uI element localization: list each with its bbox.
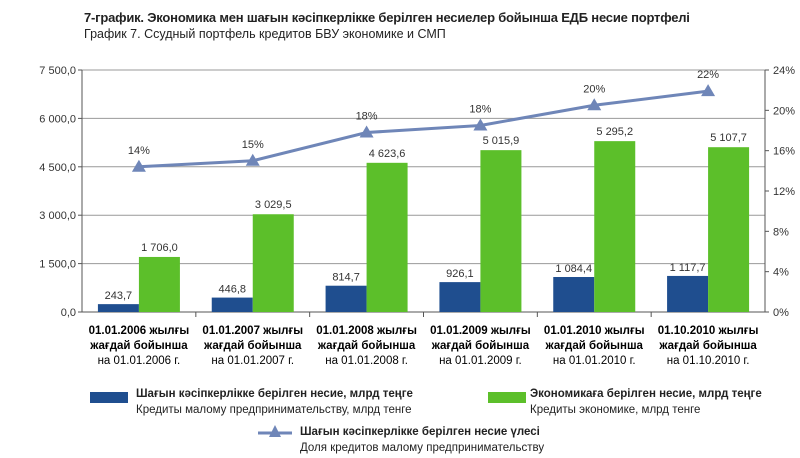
share-label: 22%: [697, 69, 719, 81]
bar-label: 1 117,7: [670, 262, 706, 274]
legend-label-kz: Шағын кәсіпкерлікке берілген несие үлесі: [300, 426, 540, 438]
bar-small-business: [667, 275, 709, 312]
bar-small-business: [97, 304, 139, 312]
chart-subtitle: График 7. Ссудный портфель кредитов БВУ …: [84, 27, 446, 41]
x-label-ru: на 01.01.2006 г.: [98, 355, 181, 367]
legend-label-kz: Шағын кәсіпкерлікке берілген несие, млрд…: [136, 388, 413, 400]
legend-label-ru: Кредиты малому предпринимательству, млрд…: [136, 404, 412, 416]
bar-economy: [480, 150, 522, 312]
x-label-kz: 01.01.2010 жылғы: [544, 325, 645, 337]
legend-swatch-small-business: [90, 392, 128, 403]
share-label: 18%: [356, 111, 378, 123]
share-label: 14%: [128, 145, 150, 157]
chart-area: 0,0 1 500,0 3 000,0 4 500,0 6 000,0 7 500,0 0%…: [39, 65, 795, 367]
y-tick-label: 0,0: [61, 307, 76, 319]
x-label-ru: на 01.01.2010 г.: [553, 355, 636, 367]
x-label-kz2: жағдай бойынша: [658, 340, 757, 352]
bar-label: 814,7: [332, 272, 360, 284]
bar-small-business: [553, 277, 595, 312]
x-label-kz2: жағдай бойынша: [203, 340, 302, 352]
share-point: [587, 98, 602, 111]
share-point: [245, 153, 260, 166]
x-label-kz2: жағдай бойынша: [545, 340, 644, 352]
x-label-kz: 01.01.2006 жылғы: [89, 325, 190, 337]
share-point: [473, 118, 488, 131]
share-label: 20%: [583, 83, 605, 95]
x-label-kz2: жағдай бойынша: [431, 340, 530, 352]
bar-economy: [252, 214, 294, 312]
bar-label: 1 706,0: [141, 242, 178, 254]
bar-economy: [366, 162, 408, 312]
y-tick-label: 7 500,0: [39, 65, 76, 77]
share-line: [138, 89, 709, 169]
y-tick-label: 3 000,0: [39, 210, 76, 222]
share-label: 18%: [469, 103, 491, 115]
legend-share: Шағын кәсіпкерлікке берілген несие үлесі…: [300, 424, 544, 456]
x-label-kz2: жағдай бойынша: [89, 340, 188, 352]
bar-economy: [708, 147, 750, 312]
chart-title: 7-график. Экономика мен шағын кәсіпкерлі…: [84, 10, 690, 25]
x-label-kz: 01.01.2009 жылғы: [430, 325, 531, 337]
y2-tick-label: 20%: [773, 105, 795, 117]
bar-label: 243,7: [105, 290, 133, 302]
share-point: [701, 84, 716, 97]
bar-small-business: [211, 297, 253, 312]
y2-tick-label: 4%: [773, 267, 789, 279]
bar-label: 5 295,2: [596, 126, 633, 138]
y-tick-label: 1 500,0: [39, 259, 76, 271]
x-label-ru: на 01.10.2010 г.: [667, 355, 750, 367]
bar-label: 446,8: [218, 284, 246, 296]
x-label-ru: на 01.01.2008 г.: [325, 355, 408, 367]
bar-label: 5 107,7: [710, 132, 747, 144]
y2-tick-label: 0%: [773, 307, 789, 319]
bar-label: 5 015,9: [483, 135, 520, 147]
legend-small-business: Шағын кәсіпкерлікке берілген несие, млрд…: [136, 386, 413, 418]
y2-tick-label: 16%: [773, 146, 795, 158]
bar-economy: [138, 256, 180, 312]
share-point: [359, 125, 374, 138]
bar-label: 926,1: [446, 268, 474, 280]
legend-label-kz: Экономикаға берілген несие, млрд теңге: [530, 388, 762, 400]
bar-label: 3 029,5: [255, 199, 292, 211]
legend-swatch-economy: [488, 392, 526, 403]
share-point: [131, 159, 146, 172]
x-label-kz: 01.01.2008 жылғы: [316, 325, 417, 337]
y-tick-label: 4 500,0: [39, 162, 76, 174]
bar-small-business: [325, 285, 367, 312]
y2-tick-label: 12%: [773, 186, 795, 198]
x-label-kz: 01.10.2010 жылғы: [658, 325, 759, 337]
legend-label-ru: Доля кредитов малому предпринимательству: [300, 442, 545, 454]
x-label-ru: на 01.01.2007 г.: [211, 355, 294, 367]
legend-economy: Экономикаға берілген несие, млрд теңге Кр…: [530, 386, 762, 418]
bar-label: 1 084,4: [555, 263, 592, 275]
x-label-kz: 01.01.2007 жылғы: [202, 325, 303, 337]
legend-label-ru: Кредиты экономике, млрд тенге: [530, 404, 701, 416]
share-label: 15%: [242, 139, 264, 151]
y-tick-label: 6 000,0: [39, 113, 76, 125]
bar-small-business: [439, 282, 481, 312]
x-label-kz2: жағдай бойынша: [317, 340, 416, 352]
x-label-ru: на 01.01.2009 г.: [439, 355, 522, 367]
bar-economy: [594, 141, 636, 312]
y2-tick-label: 24%: [773, 65, 795, 77]
bar-label: 4 623,6: [369, 148, 406, 160]
y2-tick-label: 8%: [773, 226, 789, 238]
